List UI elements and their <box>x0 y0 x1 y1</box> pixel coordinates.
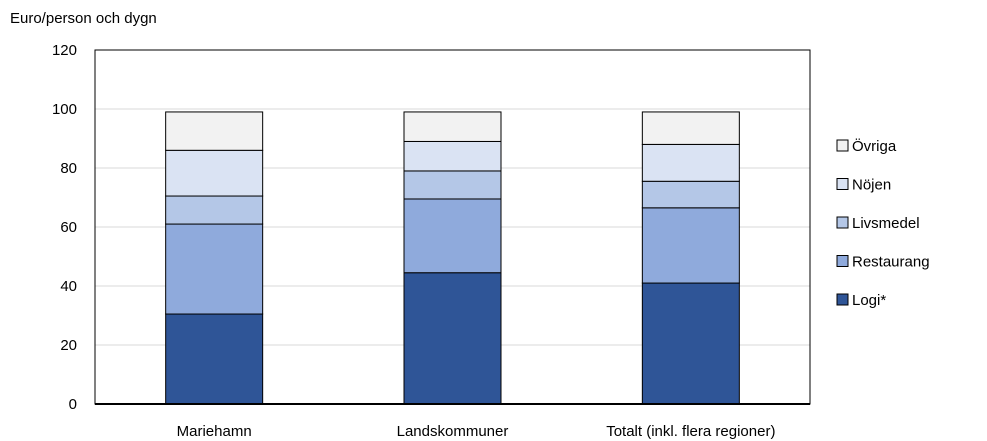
bar-segment <box>641 180 740 209</box>
bar-segment <box>641 207 740 284</box>
legend-label: Nöjen <box>852 177 891 194</box>
legend-label: Logi* <box>852 292 886 309</box>
bar-segment <box>165 313 264 405</box>
y-tick-label: 40 <box>60 278 77 295</box>
y-tick-labels: 0 20 40 60 80 100 120 <box>52 42 77 413</box>
y-tick-label: 60 <box>60 219 77 236</box>
bar-segment <box>403 140 502 172</box>
bar-segment <box>403 272 502 405</box>
bar-segment <box>165 111 264 151</box>
bar-segment <box>641 143 740 182</box>
bar-segment <box>641 282 740 405</box>
bar-segment <box>165 195 264 225</box>
y-tick-label: 100 <box>52 101 77 118</box>
x-category-label: Landskommuner <box>397 423 509 440</box>
legend-label: Restaurang <box>852 254 930 271</box>
bars <box>165 111 740 405</box>
legend-swatch <box>836 216 849 229</box>
y-tick-label: 80 <box>60 160 77 177</box>
bar-segment <box>403 170 502 200</box>
legend-swatch <box>836 139 849 152</box>
x-category-label: Totalt (inkl. flera regioner) <box>606 423 775 440</box>
bar-segment <box>403 198 502 274</box>
category-labels: Mariehamn Landskommuner Totalt (inkl. fler… <box>177 423 776 440</box>
legend: Övriga Nöjen Livsmedel Restaurang Logi* <box>836 137 930 309</box>
y-tick-label: 0 <box>69 396 77 413</box>
y-axis-label: Euro/person och dygn <box>10 10 157 27</box>
legend-label: Livsmedel <box>852 215 920 232</box>
bar-segment <box>403 111 502 142</box>
legend-label: Övriga <box>852 137 897 155</box>
legend-swatch <box>836 178 849 190</box>
bar-segment <box>641 111 740 145</box>
legend-swatch <box>836 293 849 306</box>
y-tick-label: 120 <box>52 42 77 59</box>
bar-segment <box>165 223 264 315</box>
bar-segment <box>165 149 264 197</box>
y-tick-label: 20 <box>60 337 77 354</box>
x-category-label: Mariehamn <box>177 423 252 440</box>
legend-swatch <box>836 255 849 267</box>
